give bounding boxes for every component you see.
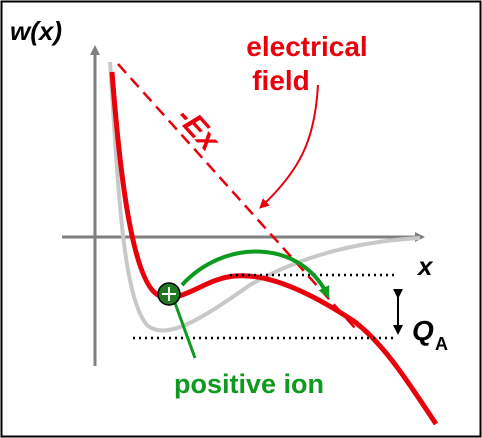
- activation-energy-label: Q A: [412, 315, 448, 354]
- perturbed-potential-curve: [109, 71, 439, 426]
- field-label-line1: electrical: [246, 31, 367, 62]
- activation-subscript: A: [435, 334, 448, 354]
- field-line: [117, 63, 356, 329]
- hop-arrow: [180, 249, 330, 299]
- ion-label: positive ion: [174, 369, 324, 399]
- x-axis-label: x: [416, 251, 434, 281]
- y-axis-label: w(x): [10, 16, 62, 46]
- ion-pointer-line: [173, 302, 197, 359]
- field-label-line2: field: [252, 65, 310, 96]
- unperturbed-potential-curve: [108, 61, 421, 333]
- activation-symbol: Q: [412, 315, 434, 346]
- field-term-label: -Ex: [170, 101, 227, 159]
- field-pointer-arrow: [259, 84, 319, 209]
- positive-ion: [157, 282, 181, 306]
